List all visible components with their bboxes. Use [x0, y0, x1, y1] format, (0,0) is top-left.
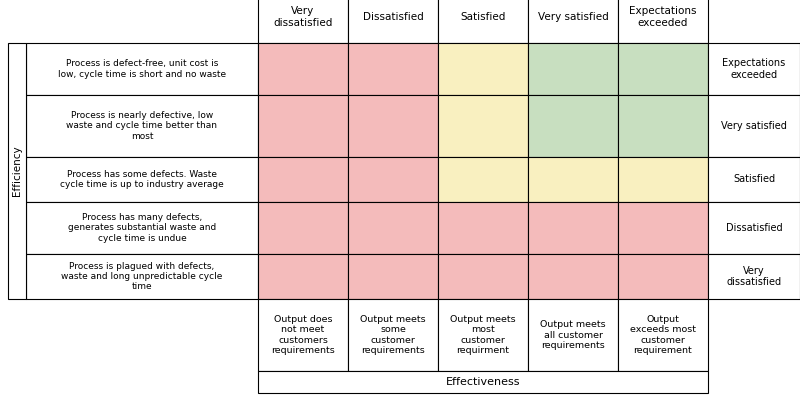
Text: Very satisfied: Very satisfied [538, 12, 608, 22]
Bar [708, 43, 800, 95]
Bar [438, 202, 528, 254]
Text: Satisfied: Satisfied [733, 174, 775, 184]
Text: Expectations
exceeded: Expectations exceeded [630, 6, 697, 28]
Bar [348, 43, 438, 95]
Text: Dissatisfied: Dissatisfied [726, 223, 782, 233]
Bar [618, 157, 708, 202]
Text: Process has many defects,
generates substantial waste and
cycle time is undue: Process has many defects, generates subs… [68, 213, 216, 243]
Text: Expectations
exceeded: Expectations exceeded [722, 58, 786, 80]
Bar [618, 43, 708, 95]
Bar [258, 254, 348, 299]
Text: Very satisfied: Very satisfied [721, 121, 787, 131]
Text: Satisfied: Satisfied [460, 12, 506, 22]
Bar [528, 299, 618, 371]
Bar [438, 157, 528, 202]
Bar [618, 254, 708, 299]
Bar [618, 95, 708, 157]
Bar [528, 43, 618, 95]
Bar [528, 202, 618, 254]
Bar [348, 0, 438, 43]
Text: Process has some defects. Waste
cycle time is up to industry average: Process has some defects. Waste cycle ti… [60, 170, 224, 189]
Bar [528, 254, 618, 299]
Bar [348, 299, 438, 371]
Bar [438, 0, 528, 43]
Bar [438, 299, 528, 371]
Bar [618, 299, 708, 371]
Bar [348, 157, 438, 202]
Bar [708, 157, 800, 202]
Text: Output does
not meet
customers
requirements: Output does not meet customers requireme… [271, 315, 335, 355]
Text: Output meets
most
customer
requirment: Output meets most customer requirment [450, 315, 516, 355]
Bar [348, 95, 438, 157]
Bar [618, 202, 708, 254]
Text: Very
dissatisfied: Very dissatisfied [726, 266, 782, 287]
Bar [348, 254, 438, 299]
Bar [708, 95, 800, 157]
Text: Process is plagued with defects,
waste and long unpredictable cycle
time: Process is plagued with defects, waste a… [62, 261, 222, 292]
Text: Output
exceeds most
customer
requirement: Output exceeds most customer requirement [630, 315, 696, 355]
Bar [348, 202, 438, 254]
Bar [258, 0, 348, 43]
Bar [258, 95, 348, 157]
Bar [258, 371, 708, 393]
Bar [438, 43, 528, 95]
Bar [528, 0, 618, 43]
Bar [708, 254, 800, 299]
Text: Effectiveness: Effectiveness [446, 377, 520, 387]
Text: Process is nearly defective, low
waste and cycle time better than
most: Process is nearly defective, low waste a… [66, 111, 218, 141]
Bar [26, 157, 258, 202]
Bar [438, 254, 528, 299]
Bar [528, 95, 618, 157]
Text: Output meets
some
customer
requirements: Output meets some customer requirements [360, 315, 426, 355]
Text: Efficiency: Efficiency [12, 146, 22, 196]
Bar [258, 299, 348, 371]
Bar [258, 202, 348, 254]
Bar [26, 43, 258, 95]
Bar [26, 254, 258, 299]
Text: Very
dissatisfied: Very dissatisfied [274, 6, 333, 28]
Text: Process is defect-free, unit cost is
low, cycle time is short and no waste: Process is defect-free, unit cost is low… [58, 59, 226, 79]
Bar [438, 95, 528, 157]
Bar [26, 202, 258, 254]
Bar [8, 43, 26, 299]
Bar [708, 202, 800, 254]
Text: Dissatisfied: Dissatisfied [362, 12, 423, 22]
Bar [258, 157, 348, 202]
Bar [618, 0, 708, 43]
Bar [528, 157, 618, 202]
Text: Output meets
all customer
requirements: Output meets all customer requirements [540, 320, 606, 350]
Bar [258, 43, 348, 95]
Bar [26, 95, 258, 157]
